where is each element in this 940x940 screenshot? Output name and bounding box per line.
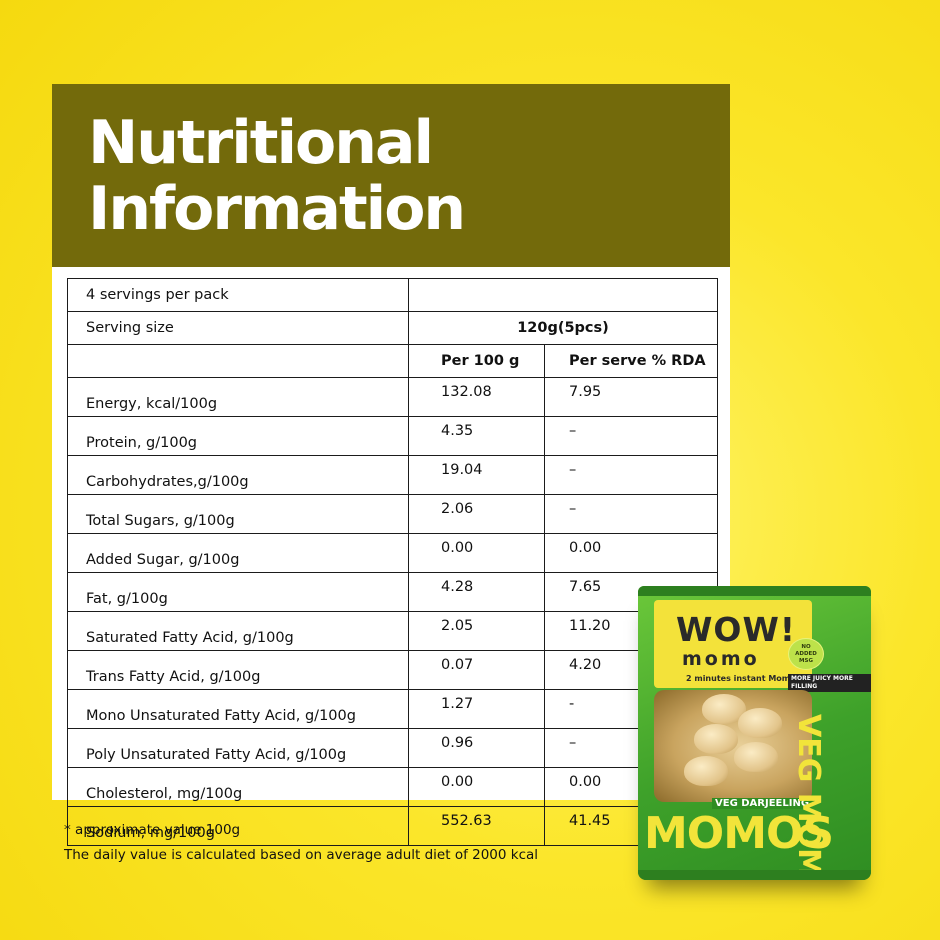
table-row: Carbohydrates,g/100g 19.04– <box>67 455 718 495</box>
per100-value: 0.07 <box>408 650 545 690</box>
header-empty-cell <box>67 344 409 378</box>
brand-logo-momo: momo <box>682 648 760 670</box>
rda-value: – <box>544 494 718 534</box>
per100-value: 19.04 <box>408 455 545 495</box>
dumpling-shape <box>738 708 782 738</box>
rda-value: – <box>544 455 718 495</box>
table-row: Saturated Fatty Acid, g/100g 2.05 11.20 <box>67 611 718 651</box>
table-row: Protein, g/100g 4.35– <box>67 416 718 456</box>
brand-logo-wow: WOW! <box>676 610 796 649</box>
nutrient-name: Saturated Fatty Acid, g/100g <box>67 611 409 651</box>
table-row: Added Sugar, g/100g 0.00 0.00 <box>67 533 718 573</box>
per100-value: 552.63 <box>408 806 545 846</box>
product-name: MOMOS <box>644 808 834 859</box>
table-row: Serving size 120g(5pcs) <box>67 311 718 345</box>
product-package-image: WOW! momo 2 minutes instant Momos NO ADD… <box>638 586 871 880</box>
rda-value: 0.00 <box>544 533 718 573</box>
per100-value: 4.35 <box>408 416 545 456</box>
nutrient-name: Fat, g/100g <box>67 572 409 612</box>
per100-value: 0.00 <box>408 767 545 807</box>
per100-value: 2.05 <box>408 611 545 651</box>
nutrient-name: Mono Unsaturated Fatty Acid, g/100g <box>67 689 409 729</box>
per100-value: 132.08 <box>408 377 545 417</box>
table-header-row: Per 100 g Per serve % RDA <box>67 344 718 378</box>
package-crimp-bottom <box>638 870 871 880</box>
table-row: Energy, kcal/100g 132.08 7.95 <box>67 377 718 417</box>
table-row: 4 servings per pack <box>67 278 718 312</box>
table-row: Mono Unsaturated Fatty Acid, g/100g 1.27- <box>67 689 718 729</box>
rda-value: 7.95 <box>544 377 718 417</box>
servings-value <box>408 278 718 312</box>
table-row: Trans Fatty Acid, g/100g 0.07 4.20 <box>67 650 718 690</box>
title-line-1: Nutritional <box>88 108 434 178</box>
per100-value: 2.06 <box>408 494 545 534</box>
table-row: Fat, g/100g 4.28 7.65 <box>67 572 718 612</box>
footnote-daily-value: The daily value is calculated based on a… <box>64 847 539 863</box>
dumpling-shape <box>694 724 738 754</box>
variant-label: VEG DARJEELING <box>712 798 813 809</box>
title-banner: Nutritional Information <box>52 84 730 267</box>
dumpling-shape <box>684 756 728 786</box>
dumpling-shape <box>734 742 778 772</box>
table-row: Cholesterol, mg/100g 0.00 0.00 <box>67 767 718 807</box>
footnote-approximate: * approximate value 100g <box>64 822 241 838</box>
per100-value: 0.00 <box>408 533 545 573</box>
table-row: Total Sugars, g/100g 2.06– <box>67 494 718 534</box>
page-title: Nutritional Information <box>88 108 466 244</box>
table-row: Poly Unsaturated Fatty Acid, g/100g 0.96– <box>67 728 718 768</box>
nutrient-name: Sodium, mg/100g <box>67 806 409 846</box>
footnotes: * approximate value 100g The daily value… <box>64 818 538 868</box>
package-tagline: 2 minutes instant Momos <box>686 674 801 683</box>
nutrient-name: Energy, kcal/100g <box>67 377 409 417</box>
column-header-rda: Per serve % RDA <box>544 344 718 378</box>
per100-value: 1.27 <box>408 689 545 729</box>
per100-value: 4.28 <box>408 572 545 612</box>
package-side-text: VEG MOMOS <box>791 714 826 880</box>
serving-size-label: Serving size <box>67 311 409 345</box>
nutrient-name: Protein, g/100g <box>67 416 409 456</box>
dumplings-photo <box>654 690 812 802</box>
nutrition-card: Nutritional Information 4 servings per p… <box>52 84 730 846</box>
rda-value: – <box>544 416 718 456</box>
nutrient-name: Carbohydrates,g/100g <box>67 455 409 495</box>
serving-size-value: 120g(5pcs) <box>408 311 718 345</box>
package-crimp-top <box>638 586 871 596</box>
per100-value: 0.96 <box>408 728 545 768</box>
nutrient-name: Poly Unsaturated Fatty Acid, g/100g <box>67 728 409 768</box>
nutrient-name: Added Sugar, g/100g <box>67 533 409 573</box>
nutrient-name: Cholesterol, mg/100g <box>67 767 409 807</box>
nutrition-table: 4 servings per pack Serving size 120g(5p… <box>67 278 718 846</box>
package-brand-panel <box>654 600 812 688</box>
title-line-2: Information <box>88 174 466 244</box>
servings-label: 4 servings per pack <box>67 278 409 312</box>
nutrient-name: Total Sugars, g/100g <box>67 494 409 534</box>
no-msg-badge: NO ADDED MSG <box>788 638 824 670</box>
nutrient-name: Trans Fatty Acid, g/100g <box>67 650 409 690</box>
column-header-per100: Per 100 g <box>408 344 545 378</box>
juicy-label: MORE JUICY MORE FILLING <box>788 674 871 692</box>
